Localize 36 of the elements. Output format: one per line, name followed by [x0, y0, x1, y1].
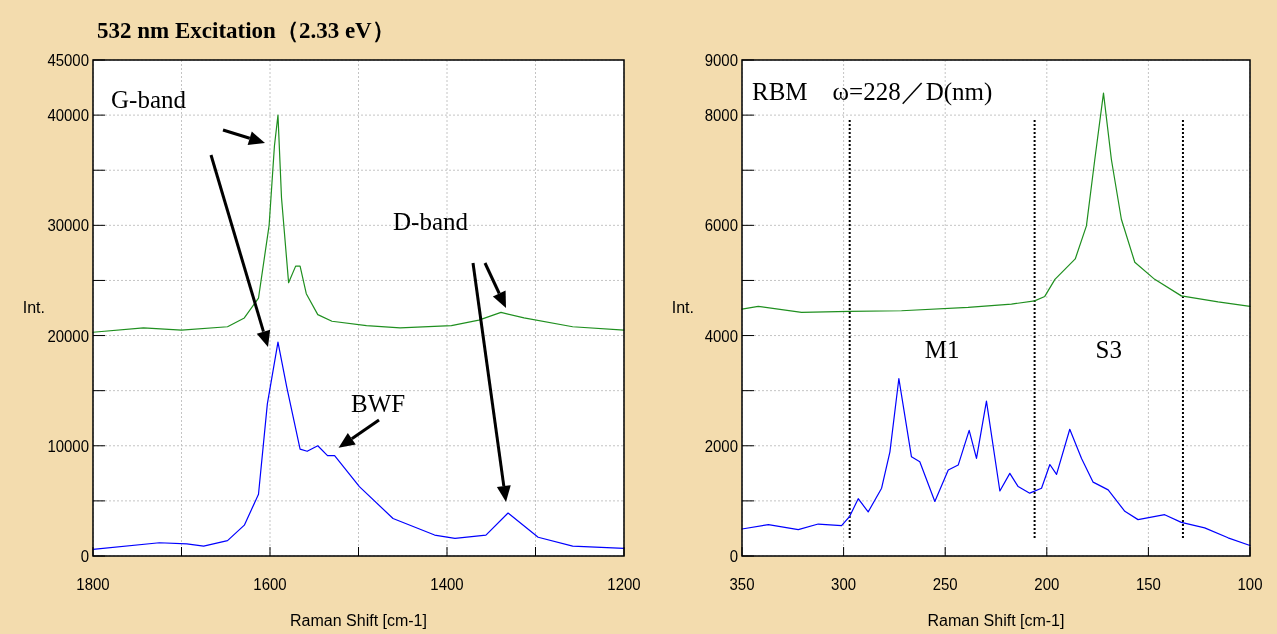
x-tick-label: 1600: [253, 575, 287, 594]
x-tick-label: 250: [932, 575, 958, 594]
y-tick-label: 6000: [704, 216, 739, 235]
x-tick-label: 1800: [76, 575, 110, 594]
annotation: D-band: [393, 208, 469, 235]
x-tick-label: 300: [831, 575, 857, 594]
y-tick-label: 40000: [47, 106, 90, 125]
x-tick-label: 200: [1034, 575, 1060, 594]
x-tick-label: 1200: [607, 575, 641, 594]
line-series: [741, 377, 1251, 547]
y-axis-title: Int.: [671, 299, 694, 316]
y-tick-label: 2000: [704, 436, 739, 455]
x-tick-label: 150: [1135, 575, 1161, 594]
annotation: S3: [1095, 336, 1122, 363]
annotation: G-band: [111, 86, 187, 113]
y-tick-label: 30000: [47, 216, 90, 235]
line-series: [92, 341, 625, 550]
x-tick-label: 100: [1237, 575, 1263, 594]
annotation: RBM ω=228／D(nm): [752, 78, 993, 106]
line-series: [92, 114, 625, 333]
y-tick-label: 8000: [704, 106, 739, 125]
y-axis-title: Int.: [22, 299, 45, 316]
y-tick-label: 10000: [47, 436, 90, 455]
y-tick-label: 20000: [47, 326, 90, 345]
y-tick-label: 0: [729, 547, 739, 566]
y-tick-label: 4000: [704, 326, 739, 345]
x-axis-title: Raman Shift [cm-1]: [290, 612, 427, 629]
annotation: M1: [924, 336, 960, 363]
x-tick-label: 350: [729, 575, 755, 594]
x-tick-label: 1400: [430, 575, 464, 594]
chart-title: 532 nm Excitation（2.33 eV）: [97, 18, 395, 43]
y-tick-label: 9000: [704, 51, 739, 70]
y-tick-label: 0: [80, 547, 90, 566]
y-tick-label: 45000: [47, 51, 90, 70]
annotation: BWF: [351, 390, 406, 417]
x-axis-title: Raman Shift [cm-1]: [927, 612, 1065, 629]
